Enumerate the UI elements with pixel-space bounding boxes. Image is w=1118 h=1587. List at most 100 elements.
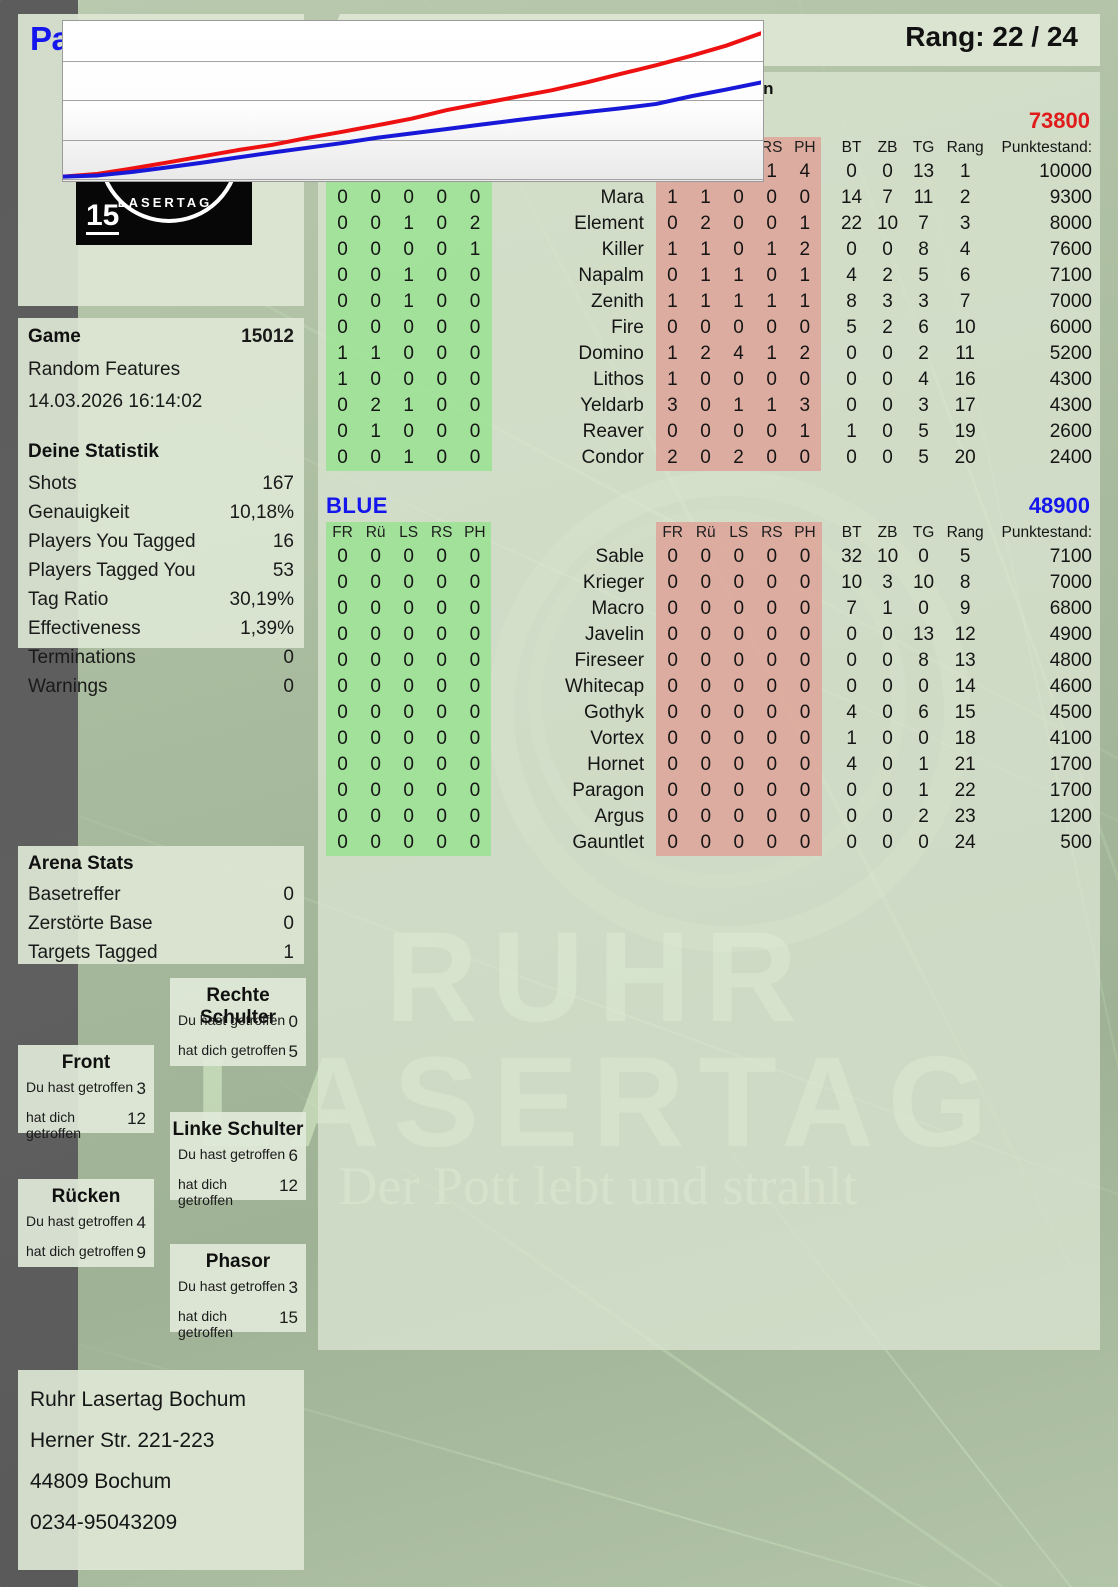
cell-you-hit: 0: [425, 570, 459, 596]
cell-rang: 10: [954, 317, 976, 338]
header-gap: [822, 522, 834, 544]
you-hit-value: 6: [288, 1146, 298, 1165]
arena-value: 1: [283, 942, 294, 963]
cell-score: 5200: [1049, 343, 1092, 364]
stat-value: 30,19%: [229, 589, 294, 610]
cell-hit-you: 0: [722, 700, 756, 726]
cell-tg: 0: [918, 728, 929, 749]
cell-you-hit: 0: [359, 367, 393, 393]
cell-hit-you: 1: [688, 185, 723, 211]
cell-hit-you: 0: [755, 445, 789, 471]
cell-zb: 0: [882, 676, 893, 697]
cell-you-hit: 0: [392, 596, 426, 622]
cell-you-hit: 0: [359, 700, 393, 726]
hit-location-title: Front: [61, 1052, 111, 1073]
hit-you-label: hat dich getroffen: [178, 1308, 234, 1340]
cell-you-hit: 0: [392, 544, 426, 570]
cell-score: 4800: [1049, 650, 1092, 671]
table-row: 0 0 0 0 0 Fireseer 0 0 0 0 0 0 0 8 13 4800: [326, 648, 1100, 674]
cell-zb: 0: [882, 447, 893, 468]
cell-you-hit: 0: [425, 419, 459, 445]
table-row: 0 0 1 0 0 Zenith 1 1 1 1 1 8 3 3 7 7000: [326, 289, 1100, 315]
cell-zb: 0: [882, 421, 893, 442]
cell-you-hit: 0: [425, 752, 459, 778]
cell-hit-you: 1: [788, 211, 822, 237]
cell-bt: 0: [846, 395, 857, 416]
cell-rang: 5: [959, 546, 971, 567]
cell-score: 4300: [1049, 395, 1092, 416]
table-row: 0 1 0 0 0 Reaver 0 0 0 0 1 1 0 5 19 2600: [326, 419, 1100, 445]
cell-player-name: Whitecap: [564, 676, 645, 697]
cell-gap: [821, 367, 833, 393]
cell-gap: [822, 674, 834, 700]
cell-tg: 5: [918, 447, 929, 468]
cell-hit-you: 0: [755, 185, 789, 211]
cell-hit-you: 0: [788, 544, 822, 570]
cell-player-name: Element: [574, 213, 644, 234]
cell-gap: [822, 544, 834, 570]
hit-location-you-hit-row: Du hast getroffen 3: [178, 1278, 298, 1298]
cell-score: 9300: [1049, 187, 1092, 208]
cell-you-hit: 0: [458, 726, 492, 752]
cell-zb: 0: [882, 754, 893, 775]
cell-score: 7600: [1049, 239, 1092, 260]
logo-bottom-text: LASERTAG: [117, 195, 213, 210]
cell-bt: 0: [846, 832, 857, 853]
cell-hit-you: 0: [689, 570, 723, 596]
you-hit-label: Du hast getroffen: [26, 1213, 134, 1229]
cell-bt: 5: [846, 317, 857, 338]
stat-row-players-you-tagged: Players You Tagged 16: [28, 531, 294, 553]
cell-hit-you: 0: [656, 726, 690, 752]
cell-you-hit: 0: [326, 700, 360, 726]
stat-value: 1,39%: [240, 618, 294, 639]
cell-you-hit: 0: [326, 570, 360, 596]
header-you-hit-ls: LS: [392, 522, 426, 544]
cell-hit-you: 0: [656, 622, 690, 648]
header-tg: TG: [912, 139, 935, 156]
cell-you-hit: 0: [326, 544, 360, 570]
chart-gridline: [63, 179, 763, 180]
cell-hit-you: 0: [755, 315, 789, 341]
you-hit-value: 4: [136, 1213, 146, 1232]
cell-you-hit: 0: [359, 674, 393, 700]
cell-hit-you: 0: [755, 596, 789, 622]
cell-player-name: Mara: [600, 187, 644, 208]
header-you-hit-fr: FR: [326, 522, 360, 544]
cell-you-hit: 0: [458, 570, 492, 596]
cell-zb: 0: [882, 369, 893, 390]
cell-score: 8000: [1049, 213, 1092, 234]
cell-you-hit: 0: [392, 648, 426, 674]
cell-you-hit: 0: [359, 315, 393, 341]
cell-you-hit: 0: [425, 445, 459, 471]
cell-hit-you: 1: [688, 263, 723, 289]
cell-you-hit: 0: [326, 674, 360, 700]
cell-hit-you: 0: [722, 752, 756, 778]
team-total-red: 73800: [1028, 108, 1090, 133]
hit-you-label: hat dich getroffen: [26, 1243, 134, 1259]
cell-bt: 4: [846, 265, 857, 286]
cell-you-hit: 0: [392, 752, 426, 778]
cell-hit-you: 0: [722, 726, 756, 752]
cell-you-hit: 0: [359, 211, 393, 237]
cell-bt: 0: [846, 161, 857, 182]
hit-you-value: 15: [279, 1308, 298, 1327]
cell-score: 4900: [1049, 624, 1092, 645]
hit-location-hit-you-row: hat dich getroffen 15: [178, 1308, 298, 1340]
cell-tg: 0: [918, 676, 929, 697]
cell-you-hit: 0: [326, 596, 360, 622]
cell-hit-you: 0: [689, 700, 723, 726]
cell-hit-you: 0: [688, 393, 723, 419]
cell-zb: 0: [882, 806, 893, 827]
cell-gap: [822, 778, 834, 804]
stat-row-shots: Shots 167: [28, 473, 294, 495]
cell-you-hit: 0: [458, 393, 492, 419]
arena-section-title: Arena Stats: [28, 853, 134, 874]
hit-location-you-hit-row: Du hast getroffen 0: [178, 1012, 298, 1032]
cell-player-name: Macro: [591, 598, 645, 619]
cell-you-hit: 0: [425, 778, 459, 804]
cell-hit-you: 1: [755, 393, 789, 419]
cell-you-hit: 1: [392, 393, 426, 419]
cell-bt: 1: [846, 728, 857, 749]
cell-you-hit: 0: [425, 830, 459, 856]
cell-tg: 0: [918, 546, 929, 567]
